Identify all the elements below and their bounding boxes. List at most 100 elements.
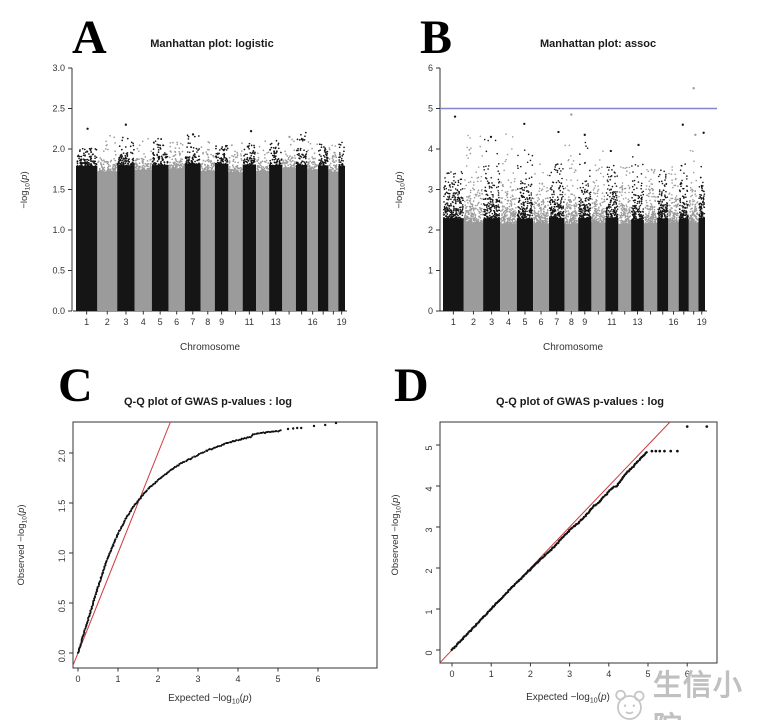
snp-point [608,166,610,169]
snp-point [464,200,466,203]
snp-point [504,214,506,216]
snp-point [570,193,572,195]
snp-point [614,209,616,212]
snp-point [463,216,466,219]
snp-point [554,166,556,168]
snp-point [124,159,127,162]
snp-point [77,154,80,157]
snp-point [144,170,146,173]
snp-point [178,154,181,156]
snp-point [241,150,243,152]
snp-point [651,220,653,222]
snp-point [277,147,280,150]
snp-point [652,206,654,209]
snp-point [133,163,135,165]
snp-point [471,205,474,208]
snp-point [525,186,528,188]
snp-point [287,156,290,159]
x-tick-label: 0 [75,674,80,684]
snp-point [240,154,243,157]
snp-point [658,214,661,217]
snp-point [178,150,180,153]
snp-point [653,213,656,216]
chr-column [134,169,152,311]
snp-point [297,164,299,167]
snp-point [144,165,146,168]
snp-point [333,161,336,164]
snp-point [534,201,536,203]
snp-point [579,212,582,215]
snp-point [620,221,622,224]
snp-point [585,190,588,193]
snp-point [672,186,674,189]
snp-point [648,208,650,211]
snp-point [217,163,219,166]
snp-point [557,204,559,207]
snp-point [457,216,460,219]
snp-point [341,163,344,165]
snp-point [284,161,286,164]
snp-point [493,218,496,221]
snp-point [564,222,567,225]
snp-point [204,163,206,166]
snp-point [521,215,524,218]
qq-point [84,627,87,630]
snp-point [196,164,199,166]
snp-point [615,210,618,212]
snp-point [318,143,321,146]
snp-point [210,153,213,156]
snp-point [193,162,196,165]
snp-point [173,163,176,165]
snp-point [497,185,500,188]
snp-point [584,188,586,191]
snp-point [699,205,701,208]
snp-point [187,138,190,140]
snp-point [236,153,239,155]
snp-point [551,181,554,183]
snp-point [286,167,289,169]
snp-point [511,148,513,150]
snp-point [246,163,249,166]
snp-point [673,184,675,187]
snp-point [509,218,511,220]
chr-column [618,223,632,311]
snp-point [655,216,657,219]
snp-point [468,181,470,184]
snp-point [481,155,484,157]
snp-point [507,208,509,210]
snp-point [226,160,229,163]
notable-snp-point [191,133,195,136]
snp-point [252,150,255,152]
snp-point [564,211,567,214]
snp-point [542,203,545,205]
snp-point [657,218,660,220]
snp-point [598,167,601,170]
snp-point [466,146,468,149]
snp-point [603,220,605,223]
snp-point [598,159,601,161]
snp-point [551,213,554,215]
snp-point [309,160,312,163]
snp-point [672,220,675,222]
snp-point [100,163,103,165]
snp-point [207,140,210,143]
snp-point [79,159,81,162]
snp-point [691,203,694,206]
snp-point [458,210,460,212]
snp-point [189,142,191,145]
snp-point [122,152,125,155]
snp-point [690,220,693,222]
snp-point [628,186,631,189]
snp-point [553,168,556,171]
snp-point [534,173,536,175]
snp-point [611,204,614,206]
snp-point [479,194,481,197]
snp-point [200,166,203,168]
snp-point [491,182,493,184]
snp-point [587,217,590,220]
snp-point [506,202,509,205]
x-tick-label: 2 [105,317,110,327]
snp-point [575,169,577,172]
snp-point [492,194,494,196]
snp-point [314,163,317,166]
